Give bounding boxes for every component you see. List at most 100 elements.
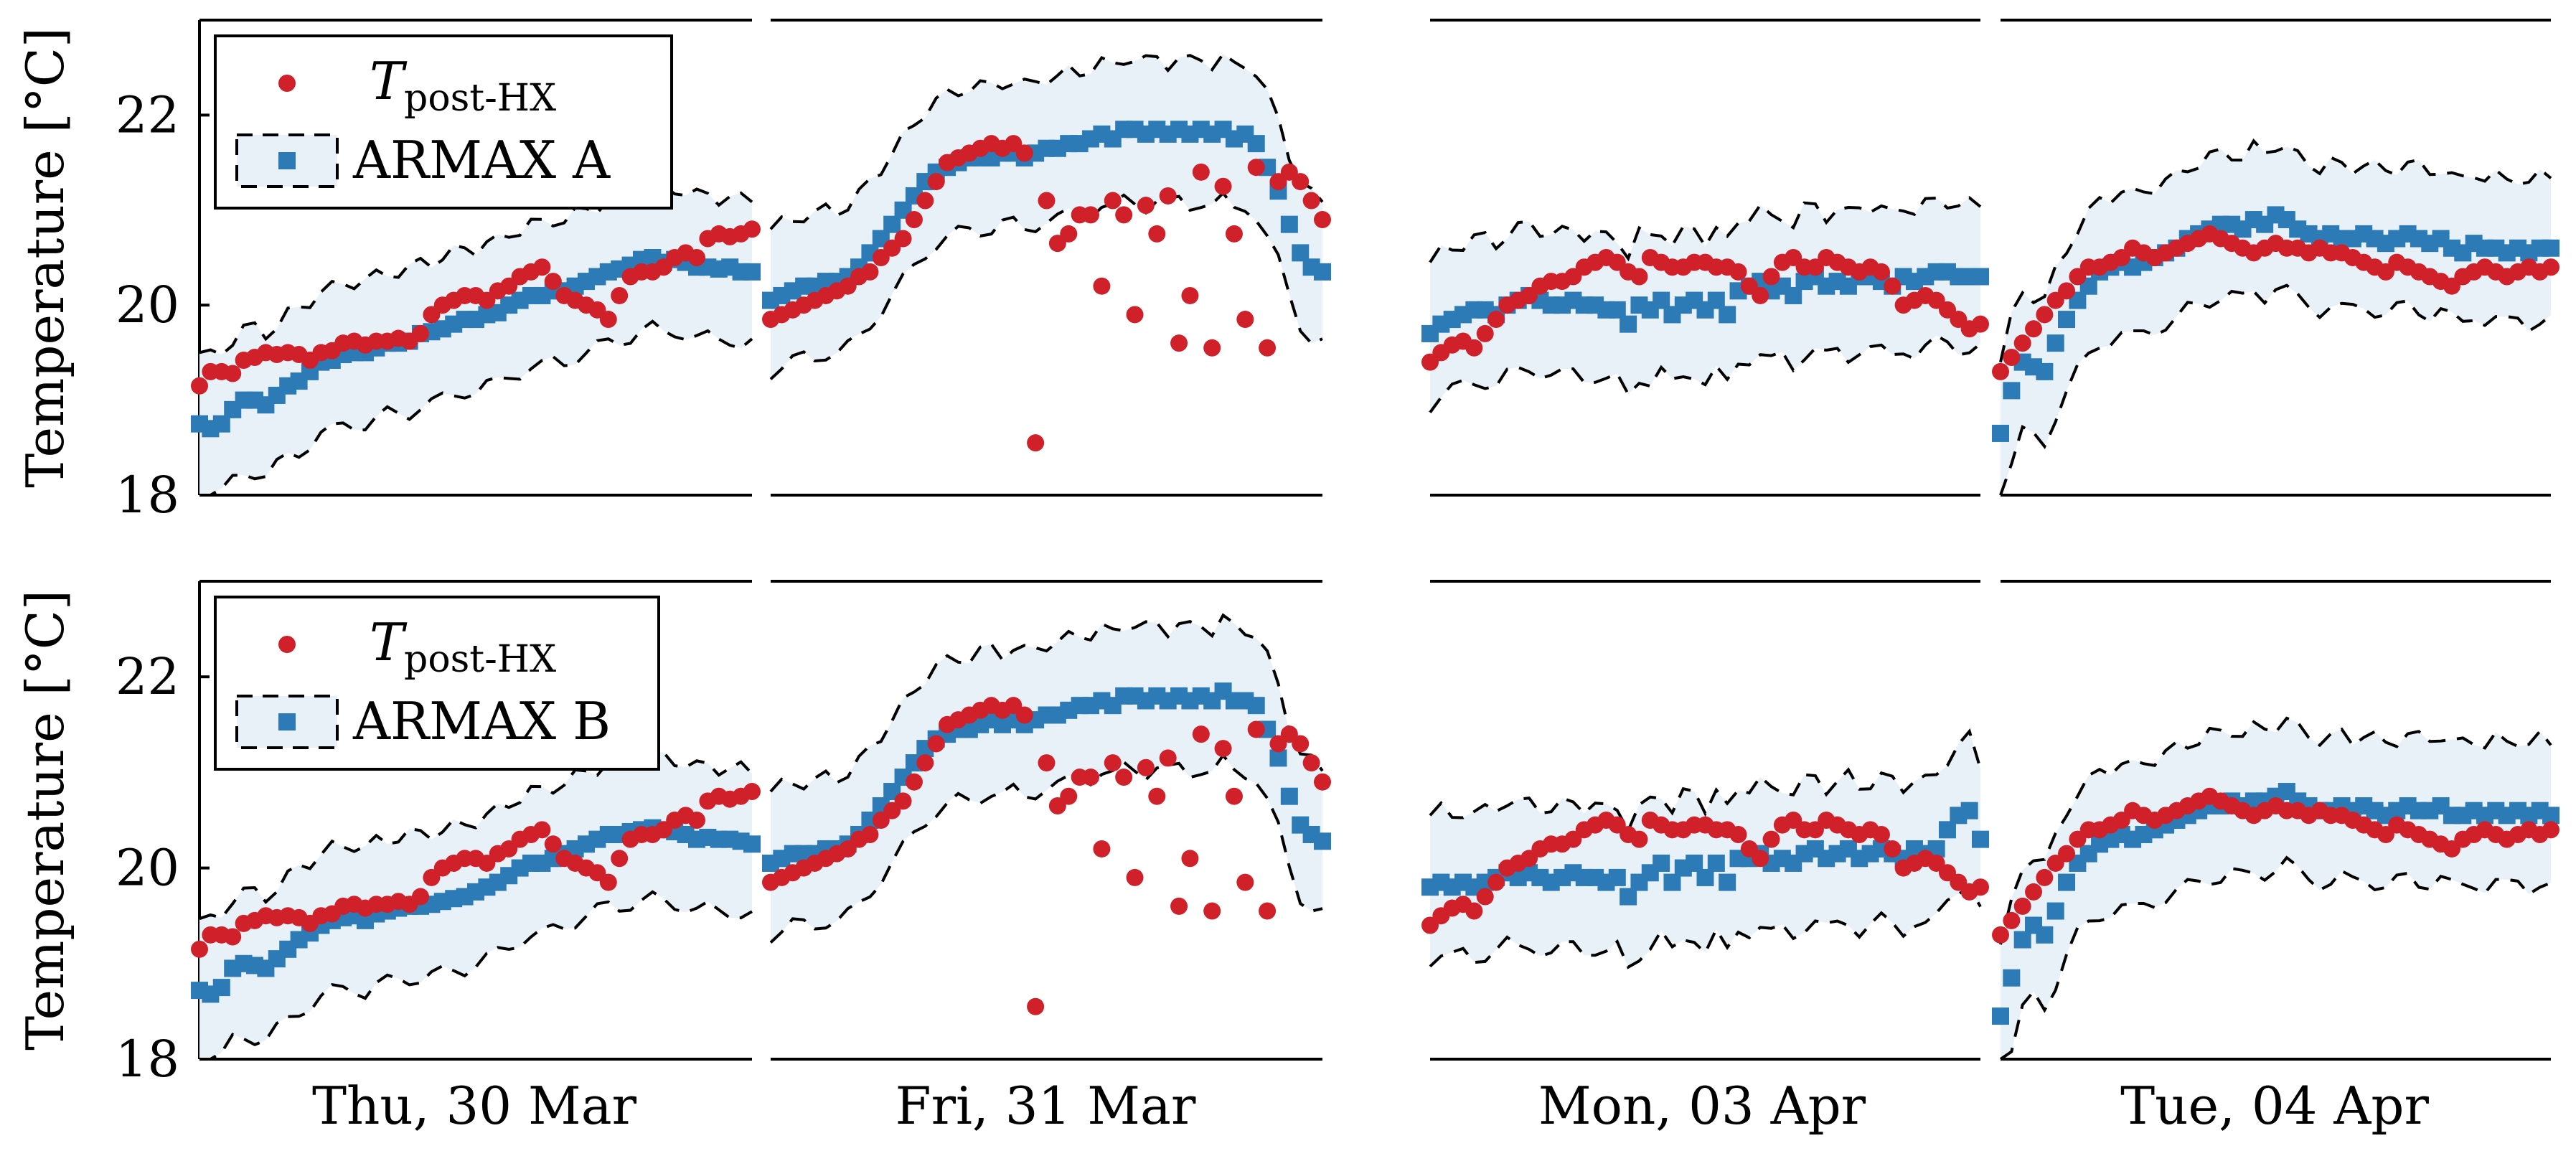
measured-point [1170, 897, 1188, 915]
measured-point [1476, 888, 1494, 906]
measured-point [1170, 334, 1188, 352]
measured-point [1148, 787, 1166, 805]
measured-point [1729, 825, 1747, 843]
measured-point [1259, 902, 1277, 920]
measured-point [1729, 263, 1747, 281]
y-tick-label: 22 [116, 85, 179, 144]
measured-point [224, 365, 242, 382]
measured-point [1465, 902, 1483, 920]
measured-point [599, 311, 617, 329]
legend-measured-marker [278, 636, 296, 653]
measured-point [927, 735, 945, 753]
measured-point [894, 230, 912, 248]
model-point [743, 263, 761, 281]
measured-point [2013, 897, 2031, 915]
measured-point [1236, 311, 1254, 329]
measured-point [2036, 306, 2054, 324]
model-point [1608, 868, 1626, 886]
measured-point [1884, 840, 1902, 858]
measured-point [1015, 706, 1033, 724]
measured-point [1302, 192, 1320, 210]
measured-point [1214, 177, 1232, 195]
measured-point [1038, 192, 1056, 210]
upper-bound-line [769, 613, 1324, 793]
measured-point [1137, 758, 1155, 776]
legend-model-label: ARMAX A [352, 130, 611, 190]
measured-point [1060, 787, 1078, 805]
model-point [212, 979, 230, 997]
legend-measured-subscript: post-HX [404, 77, 556, 120]
x-day-label-mon: Mon, 03 Apr [1538, 1076, 1866, 1136]
legend-model-label: ARMAX B [352, 691, 611, 751]
model-point [1719, 873, 1736, 891]
measured-point [2058, 282, 2076, 300]
measured-point [1159, 749, 1177, 767]
measured-point [1630, 268, 1648, 286]
lower-bound-line [769, 191, 1323, 380]
model-point [2058, 311, 2076, 329]
measured-point [1259, 339, 1277, 357]
measured-point [1465, 339, 1483, 357]
measured-point [1115, 206, 1133, 224]
measured-point [743, 783, 761, 801]
uncertainty-band [1430, 731, 1980, 967]
measured-point [1082, 769, 1100, 786]
measured-point [905, 211, 923, 229]
measured-point [2025, 320, 2043, 338]
upper-bound-line [1429, 196, 1982, 263]
panel-2: 18 20 22 Temperature [°C] Tpost-HX ARMAX B [15, 580, 2559, 1089]
model-point [1972, 830, 1989, 848]
measured-point [224, 928, 242, 946]
model-point [2046, 902, 2064, 920]
y-tick-label: 22 [116, 647, 179, 706]
measured-point [688, 249, 705, 266]
measured-point [1115, 769, 1133, 786]
measured-point [1872, 825, 1890, 843]
measured-point [1104, 754, 1122, 772]
day-segment-1 [191, 580, 761, 1061]
lower-bound-line [769, 753, 1323, 944]
measured-point [1292, 173, 1310, 191]
measured-point [2542, 258, 2559, 276]
measured-point [1630, 830, 1648, 848]
model-point [1992, 424, 2009, 442]
legend-measured-marker [278, 75, 296, 92]
measured-point [1487, 311, 1505, 329]
upper-bound-line [199, 750, 753, 921]
legend-measured-label: Tpost-HX [370, 612, 556, 681]
measured-point [1752, 286, 1769, 304]
measured-point [533, 821, 551, 839]
model-point [1247, 135, 1265, 153]
day-segment-2 [762, 19, 1331, 497]
model-point [2046, 334, 2064, 352]
measured-point [1126, 868, 1144, 886]
measured-point [2036, 868, 2054, 886]
measured-point [1247, 159, 1265, 177]
measured-point [1015, 144, 1033, 162]
uncertainty-band [2001, 718, 2551, 1059]
model-point [1972, 268, 1989, 286]
model-point [2003, 382, 2021, 400]
model-point [1280, 215, 1298, 233]
measured-point [2003, 911, 2021, 929]
measured-point [611, 850, 629, 868]
upper-bound-line [1429, 728, 1982, 835]
measured-point [1159, 187, 1177, 205]
measured-point [1203, 339, 1221, 357]
model-point [1280, 787, 1298, 805]
x-day-label-fri: Fri, 31 Mar [896, 1076, 1196, 1136]
legend-model-marker [278, 713, 296, 730]
measured-point [412, 324, 429, 342]
measured-point [1060, 225, 1078, 243]
model-point [1653, 854, 1670, 872]
legend-measured-symbol: T [370, 51, 408, 111]
measured-point [1181, 286, 1199, 304]
measured-point [1093, 277, 1111, 295]
measured-point [1972, 878, 1989, 896]
model-point [2058, 873, 2076, 891]
measured-point [2013, 334, 2031, 352]
measured-point [1992, 362, 2009, 380]
day-segment-4 [1992, 580, 2559, 1061]
measured-point [1314, 773, 1331, 791]
uncertainty-band [771, 615, 1322, 943]
